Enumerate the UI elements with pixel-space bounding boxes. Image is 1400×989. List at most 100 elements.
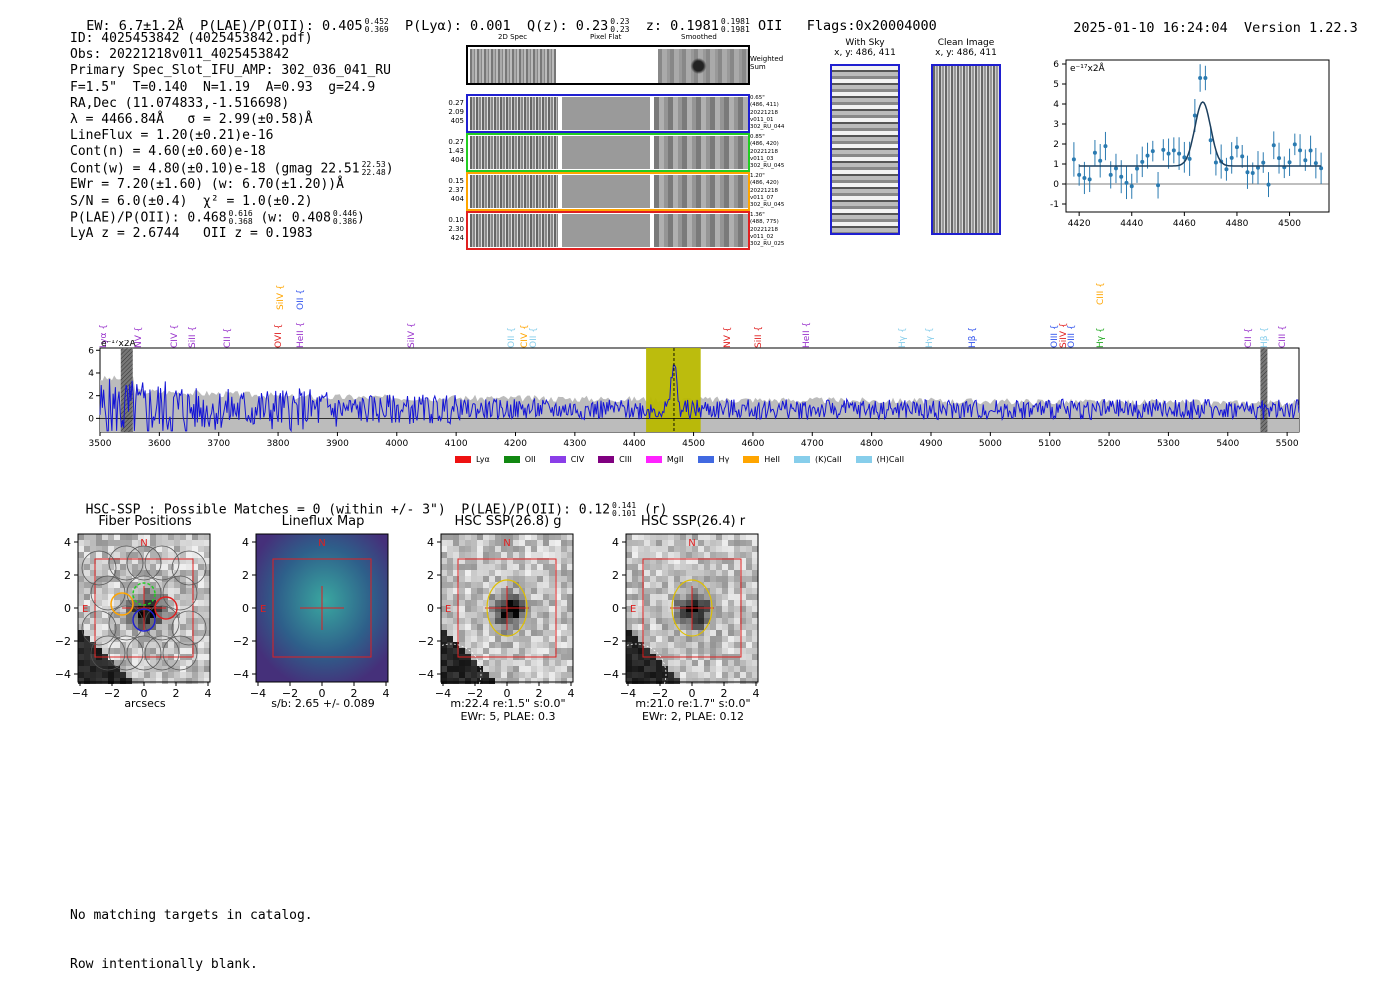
fiber-circle xyxy=(144,545,180,581)
hsc-pixel xyxy=(734,570,740,576)
hsc-pixel xyxy=(144,618,150,624)
hsc-pixel xyxy=(174,594,180,600)
hsc-pixel xyxy=(543,624,549,630)
hsc-pixel xyxy=(495,648,501,654)
hsc-pixel xyxy=(555,654,561,660)
hsc-pixel xyxy=(447,600,453,606)
hsc-pixel xyxy=(644,576,650,582)
hsc-pixel xyxy=(632,594,638,600)
hsc-pixel xyxy=(90,552,96,558)
spectrum-x-tick-label: 5300 xyxy=(1157,439,1180,449)
hsc-pixel xyxy=(728,612,734,618)
hsc-pixel xyxy=(186,570,192,576)
hsc-pixel xyxy=(692,600,698,606)
hsc-pixel xyxy=(680,678,686,684)
hsc-pixel xyxy=(114,672,120,678)
hsc-pixel xyxy=(626,636,632,642)
hsc-pixel xyxy=(734,588,740,594)
hsc-panel-title: HSC SSP(26.4) r xyxy=(640,514,746,529)
hsc-pixel xyxy=(459,642,465,648)
hsc-pixel xyxy=(734,540,740,546)
hsc-pixel xyxy=(543,642,549,648)
hsc-pixel xyxy=(638,642,644,648)
hsc-pixel xyxy=(132,540,138,546)
hsc-pixel xyxy=(728,600,734,606)
hsc-pixel xyxy=(543,546,549,552)
hsc-pixel xyxy=(567,660,573,666)
hsc-pixel xyxy=(668,678,674,684)
hsc-pixel xyxy=(561,660,567,666)
hsc-pixel xyxy=(441,630,447,636)
hsc-pixel xyxy=(483,564,489,570)
hsc-pixel xyxy=(728,540,734,546)
hsc-pixel xyxy=(489,582,495,588)
hsc-pixel xyxy=(668,558,674,564)
hsc-pixel xyxy=(507,678,513,684)
hsc-x-tick-label: 0 xyxy=(504,687,511,700)
hsc-pixel xyxy=(471,630,477,636)
hsc-pixel xyxy=(120,630,126,636)
hsc-pixel xyxy=(447,606,453,612)
hsc-pixel xyxy=(126,660,132,666)
hsc-pixel xyxy=(441,564,447,570)
spectrum-x-tick-label: 4700 xyxy=(801,439,824,449)
hsc-pixel xyxy=(495,594,501,600)
hsc-pixel xyxy=(84,594,90,600)
hsc-pixel xyxy=(513,678,519,684)
hsc-pixel xyxy=(138,624,144,630)
hsc-pixel xyxy=(632,660,638,666)
hsc-x-tick-label: 4 xyxy=(753,687,760,700)
hsc-pixel xyxy=(84,624,90,630)
hsc-pixel xyxy=(471,600,477,606)
hsc-pixel xyxy=(734,594,740,600)
weighted-sum-smoothed xyxy=(658,49,748,83)
hsc-pixel xyxy=(180,660,186,666)
hsc-pixel xyxy=(632,624,638,630)
hsc-pixel xyxy=(668,672,674,678)
hsc-pixel xyxy=(555,606,561,612)
hsc-pixel xyxy=(477,630,483,636)
hsc-pixel xyxy=(549,576,555,582)
hsc-pixel xyxy=(90,534,96,540)
legend-label: HeII xyxy=(764,455,780,464)
hsc-pixel xyxy=(716,672,722,678)
hsc-pixel xyxy=(471,546,477,552)
hsc-pixel xyxy=(501,546,507,552)
hsc-pixel xyxy=(674,582,680,588)
hsc-pixel xyxy=(156,618,162,624)
hsc-panel-title: HSC SSP(26.8) g xyxy=(454,514,562,529)
hsc-pixel xyxy=(752,546,758,552)
hsc-pixel xyxy=(198,576,204,582)
hsc-pixel xyxy=(78,666,84,672)
spectrum-y-tick-label: 2 xyxy=(88,392,94,402)
hsc-pixel xyxy=(204,582,210,588)
hsc-caption-line: EWr: 2, PLAE: 0.12 xyxy=(641,710,745,723)
hsc-pixel xyxy=(465,672,471,678)
hsc-pixel xyxy=(495,624,501,630)
hsc-pixel xyxy=(453,666,459,672)
hsc-pixel xyxy=(537,588,543,594)
hsc-galaxy-ellipse xyxy=(486,579,528,637)
hsc-pixel xyxy=(638,612,644,618)
hsc-x-tick-label: 4 xyxy=(568,687,575,700)
hsc-pixel xyxy=(441,552,447,558)
hsc-pixel xyxy=(192,624,198,630)
hsc-pixel xyxy=(489,642,495,648)
hsc-pixel xyxy=(120,552,126,558)
hsc-pixel xyxy=(471,564,477,570)
hsc-pixel xyxy=(662,648,668,654)
hsc-pixel xyxy=(453,570,459,576)
hsc-y-tick-label: 2 xyxy=(612,569,619,582)
hsc-pixel xyxy=(483,570,489,576)
hsc-pixel xyxy=(686,546,692,552)
hsc-pixel xyxy=(656,546,662,552)
hsc-pixel xyxy=(84,672,90,678)
hsc-pixel xyxy=(632,546,638,552)
hsc-pixel xyxy=(471,624,477,630)
hsc-pixel xyxy=(662,642,668,648)
hsc-pixel xyxy=(84,540,90,546)
hsc-x-tick-label: −4 xyxy=(72,687,88,700)
hsc-pixel xyxy=(686,624,692,630)
